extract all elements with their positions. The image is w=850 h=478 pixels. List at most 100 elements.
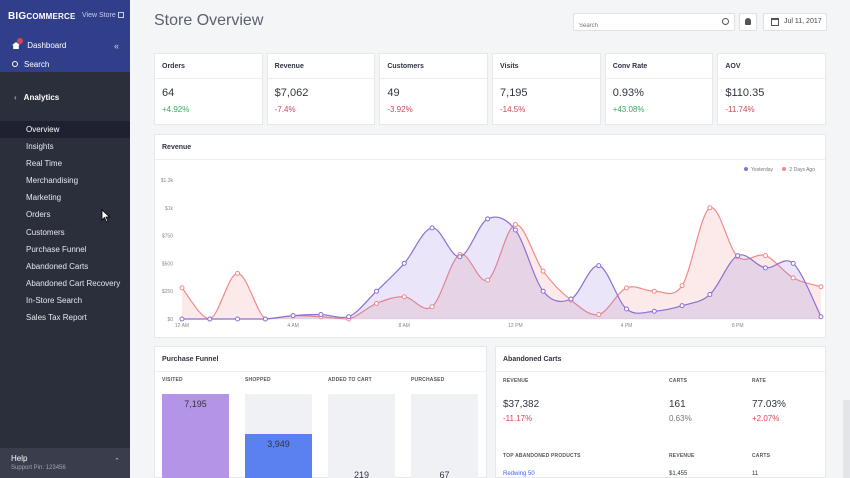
kpi-change: -3.92% xyxy=(387,105,413,114)
search-icon xyxy=(12,61,18,67)
series-area-yesterday xyxy=(182,217,821,319)
sidebar-item-merchandising[interactable]: Merchandising xyxy=(26,176,79,186)
funnel-value: 7,195 xyxy=(184,399,207,409)
funnel-step-shopped[interactable]: SHOPPED 3,949 xyxy=(245,377,312,478)
data-point xyxy=(624,306,630,312)
bell-icon xyxy=(745,18,751,25)
kpi-change: -7.4% xyxy=(274,105,296,114)
search-icon[interactable] xyxy=(722,18,729,25)
funnel-step-label: SHOPPED xyxy=(245,377,271,383)
abandoned-carts-sub: 0.63% xyxy=(669,414,692,423)
product-revenue: $1,455 xyxy=(669,471,688,477)
sidebar-item-marketing[interactable]: Marketing xyxy=(26,193,62,203)
data-point xyxy=(235,316,241,322)
funnel-bar-track: 7,195 xyxy=(162,394,229,478)
abandoned-revenue-value: $37,382 xyxy=(503,399,540,410)
sidebar-item-abandoned-cart-recovery[interactable]: Abandoned Cart Recovery xyxy=(26,278,121,288)
abandoned-rate-value: 77.03% xyxy=(752,399,786,410)
kpi-card-aov[interactable]: AOV $110.35 -11.74% xyxy=(717,53,827,125)
home-icon xyxy=(12,42,20,49)
abandoned-carts-value: 161 xyxy=(669,399,686,410)
data-point xyxy=(707,292,713,298)
revenue-chart-title: Revenue xyxy=(155,135,825,160)
sidebar-item-sales-tax-report[interactable]: Sales Tax Report xyxy=(26,313,87,323)
kpi-card-visits[interactable]: Visits 7,195 -14.5% xyxy=(492,53,601,125)
kpi-card-revenue[interactable]: Revenue $7,062 -7.4% xyxy=(266,53,376,125)
search-input[interactable] xyxy=(574,18,714,34)
x-tick-label: 12 PM xyxy=(508,323,522,329)
search-box[interactable] xyxy=(573,13,735,34)
external-link-icon xyxy=(117,12,124,18)
kpi-card-conv-rate[interactable]: Conv Rate 0.93% +43.08% xyxy=(604,53,714,125)
help-panel[interactable]: Help Support Pin: 123456 ⌃ xyxy=(0,448,130,478)
data-point xyxy=(762,253,768,259)
funnel-bar-track: 219 xyxy=(328,394,395,478)
x-tick-label: 4 PM xyxy=(621,323,633,329)
x-tick-label: 8 AM xyxy=(399,323,410,329)
data-point xyxy=(485,216,491,222)
abandoned-carts-card: Abandoned Carts REVENUE CARTS RATE $37,3… xyxy=(495,346,826,478)
kpi-label: Customers xyxy=(380,54,488,79)
data-point xyxy=(651,308,657,314)
kpi-value: 49 xyxy=(387,87,400,99)
sidebar-item-purchase-funnel[interactable]: Purchase Funnel xyxy=(26,244,87,254)
sidebar-item-overview[interactable]: Overview xyxy=(0,121,130,139)
data-point xyxy=(679,303,685,309)
funnel-step-visited[interactable]: VISITED 7,195 xyxy=(162,377,229,478)
purchase-funnel-title: Purchase Funnel xyxy=(155,347,486,372)
product-link[interactable]: Redwing 50 xyxy=(503,471,535,477)
kpi-row: Orders 64 +4.92% Revenue $7,062 -7.4% Cu… xyxy=(154,53,827,125)
data-point xyxy=(207,316,213,322)
funnel-step-label: PURCHASED xyxy=(411,377,445,383)
funnel-step-label: VISITED xyxy=(162,377,183,383)
sidebar-item-real-time[interactable]: Real Time xyxy=(26,159,63,169)
bigcommerce-logo[interactable]: BIGCOMMERCE xyxy=(8,11,76,22)
kpi-change: +4.92% xyxy=(162,105,190,114)
funnel-step-added-to-cart[interactable]: ADDED TO CART 219 xyxy=(328,377,395,478)
kpi-label: AOV xyxy=(718,54,826,79)
abandoned-carts-title: Abandoned Carts xyxy=(496,347,825,372)
data-point xyxy=(790,260,796,266)
product-carts: 11 xyxy=(752,471,759,477)
legend-swatch xyxy=(782,167,787,171)
feedback-tab[interactable] xyxy=(843,400,850,478)
legend-item-2-days-ago[interactable]: 2 Days Ago xyxy=(782,167,815,173)
help-title: Help xyxy=(11,454,28,463)
legend-item-yesterday[interactable]: Yesterday xyxy=(743,167,773,173)
data-point xyxy=(401,260,407,266)
sidebar-item-search[interactable]: Search xyxy=(12,60,49,69)
funnel-bar xyxy=(162,394,229,478)
notification-dot xyxy=(17,38,23,44)
funnel-bar-track: 67 xyxy=(411,394,478,478)
kpi-card-orders[interactable]: Orders 64 +4.92% xyxy=(154,53,263,125)
col-header-product-carts: CARTS xyxy=(752,453,771,459)
view-store-link[interactable]: View Store xyxy=(82,12,124,19)
collapse-sidebar-icon[interactable]: « xyxy=(114,41,120,51)
col-header-top-products: TOP ABANDONED PRODUCTS xyxy=(503,453,581,459)
chevron-up-icon[interactable]: ⌃ xyxy=(114,458,120,465)
notifications-button[interactable] xyxy=(739,13,757,31)
chevron-left-icon: ‹ xyxy=(14,93,17,102)
sidebar-section-analytics[interactable]: ‹ Analytics xyxy=(14,93,60,102)
funnel-step-purchased[interactable]: PURCHASED 67 xyxy=(411,377,478,478)
y-tick-label: $750 xyxy=(162,234,173,240)
sidebar-item-insights[interactable]: Insights xyxy=(26,142,54,152)
sidebar-header: BIGCOMMERCE View Store Dashboard « Searc… xyxy=(0,0,130,72)
data-point xyxy=(568,296,574,302)
y-tick-label: $1.3k xyxy=(161,178,174,184)
kpi-value: $7,062 xyxy=(274,87,309,99)
sidebar-item-orders[interactable]: Orders xyxy=(26,210,51,220)
x-tick-label: 4 AM xyxy=(287,323,298,329)
data-point xyxy=(540,268,546,274)
revenue-chart-card: Revenue Yesterday 2 Days Ago $0 $250 $500 $… xyxy=(154,134,826,338)
sidebar-item-customers[interactable]: Customers xyxy=(26,227,65,237)
kpi-card-customers[interactable]: Customers 49 -3.92% xyxy=(379,53,489,125)
kpi-change: -14.5% xyxy=(500,105,526,114)
sidebar-item-in-store-search[interactable]: In-Store Search xyxy=(26,295,83,305)
kpi-label: Orders xyxy=(155,54,262,79)
data-point xyxy=(651,288,657,294)
data-point xyxy=(735,253,741,259)
date-picker[interactable]: Jul 11, 2017 xyxy=(763,13,827,31)
sidebar-item-abandoned-carts[interactable]: Abandoned Carts xyxy=(26,261,89,271)
sidebar-item-dashboard[interactable]: Dashboard xyxy=(12,38,66,50)
